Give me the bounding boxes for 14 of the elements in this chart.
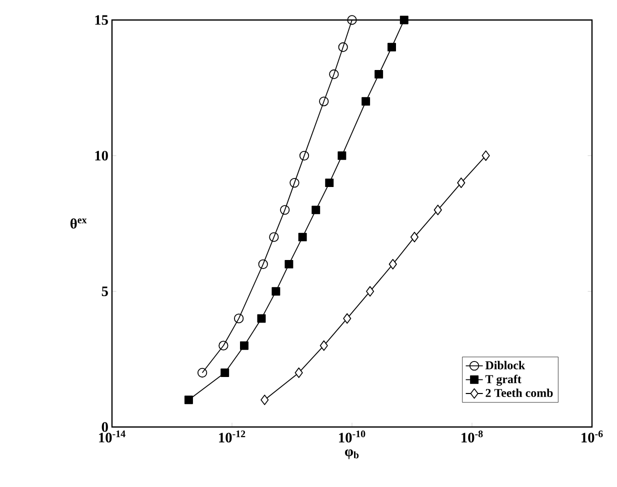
- x-tick-label: 10$^{-12}$: [219, 430, 246, 442]
- x-tick-label: 10$^{-8}$: [462, 430, 483, 442]
- x-axis-title: φ$_{b}$: [345, 449, 359, 460]
- y-tick-label: 5: [102, 286, 108, 296]
- x-tick-label: 10$^{-6}$: [582, 430, 603, 442]
- y-tick-label: 10: [95, 150, 108, 161]
- x-tick-label: 10$^{-14}$: [99, 430, 126, 442]
- y-tick-label: 15: [95, 15, 108, 25]
- y-tick-label: 0: [102, 422, 108, 432]
- legend-label: T graft: [485, 374, 522, 386]
- x-tick-label: 10$^{-10}$: [339, 430, 366, 442]
- y-axis-title: θ$^{ex}$: [70, 218, 87, 229]
- legend-label: 2 Teeth comb: [486, 388, 553, 398]
- legend-label: Diblock: [485, 360, 526, 370]
